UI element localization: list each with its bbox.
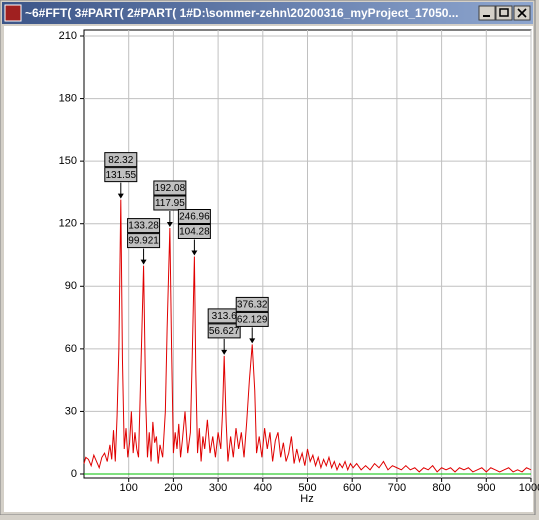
window-title: ~6#FFT( 3#PART( 2#PART( 1#D:\sommer-zehn…: [25, 6, 458, 20]
peak-label: 376.32: [237, 300, 268, 311]
peak-label-box: [127, 233, 161, 249]
maximize-button[interactable]: [495, 5, 513, 21]
x-tick-label: 500: [298, 482, 316, 494]
peak-label: 313.6: [212, 311, 237, 322]
y-tick-label: 210: [59, 30, 77, 42]
peak-label-box: [235, 311, 269, 327]
peak-label: 56.627: [209, 326, 240, 337]
peak-arrowhead: [191, 250, 198, 256]
peak-label-box: [104, 167, 138, 183]
peak-arrowhead: [117, 193, 124, 199]
peak-label: 133.28: [128, 221, 159, 232]
x-tick-label: 400: [254, 482, 272, 494]
close-icon: [517, 8, 527, 18]
peak-label: 117.95: [155, 198, 185, 209]
x-tick-label: 100: [120, 482, 138, 494]
y-tick-label: 0: [71, 468, 77, 480]
peak-label-box: [153, 180, 187, 196]
y-tick-label: 30: [65, 405, 77, 417]
x-tick-label: 600: [343, 482, 361, 494]
peak-label-box: [235, 296, 269, 312]
y-tick-label: 60: [65, 343, 77, 355]
peak-label: 131.55: [106, 170, 137, 181]
x-tick-label: 800: [432, 482, 450, 494]
x-tick-label: 200: [164, 482, 182, 494]
minimize-button[interactable]: [478, 5, 496, 21]
maximize-icon: [499, 8, 509, 17]
peak-label-box: [153, 195, 187, 211]
peak-arrowhead: [249, 338, 256, 344]
x-axis-label: Hz: [300, 493, 313, 505]
y-tick-label: 120: [59, 218, 77, 230]
peak-label: 104.28: [179, 227, 210, 238]
peak-label-box: [207, 323, 241, 339]
peak-label: 192.08: [155, 183, 186, 194]
peak-label-box: [104, 152, 138, 168]
spectrum-line: [83, 199, 532, 473]
peak-arrowhead: [140, 259, 147, 265]
x-tick-label: 700: [388, 482, 406, 494]
peak-arrowhead: [166, 221, 173, 227]
peak-label: 246.96: [179, 212, 210, 223]
window-buttons: [478, 5, 531, 21]
peak-label-box: [177, 209, 211, 225]
y-tick-label: 180: [59, 92, 77, 104]
peak-label: 62.129: [237, 315, 268, 326]
title-bar: [2, 2, 533, 24]
peak-label: 99.921: [128, 236, 159, 247]
peak-label-box: [177, 224, 211, 240]
y-tick-label: 90: [65, 280, 77, 292]
peak-label: 82.32: [108, 155, 133, 166]
y-tick-label: 150: [59, 155, 77, 167]
peak-label-box: [127, 218, 161, 234]
peak-arrowhead: [221, 349, 228, 355]
x-tick-label: 300: [209, 482, 227, 494]
window-icon[interactable]: [4, 4, 22, 22]
x-tick-label: 900: [477, 482, 495, 494]
x-tick-label: 1000: [519, 482, 539, 494]
